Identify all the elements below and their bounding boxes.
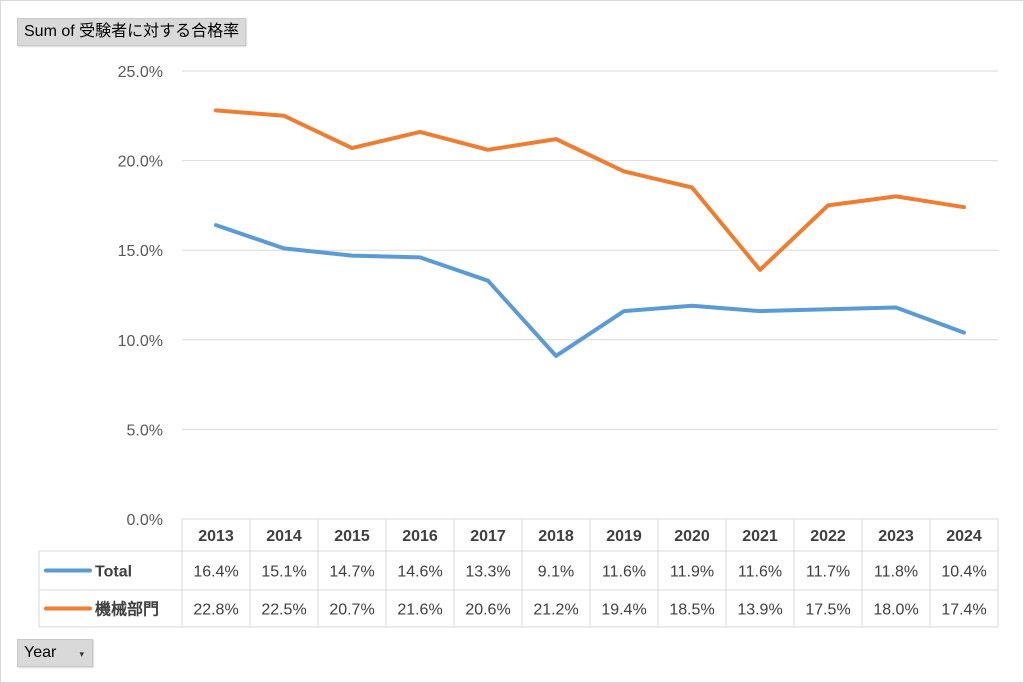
x-tick-label: 2016	[402, 528, 438, 545]
legend-label: Total	[95, 564, 132, 581]
data-label: 17.4%	[941, 602, 986, 619]
x-tick-label: 2014	[266, 528, 302, 545]
data-label: 21.2%	[533, 602, 578, 619]
data-label: 11.6%	[602, 564, 646, 581]
data-label: 11.9%	[670, 564, 714, 581]
data-label: 11.8%	[874, 564, 918, 581]
data-label: 11.6%	[738, 564, 782, 581]
y-tick-label: 0.0%	[127, 512, 163, 529]
data-label: 10.4%	[941, 564, 986, 581]
data-label: 14.6%	[397, 564, 442, 581]
x-tick-label: 2015	[334, 528, 370, 545]
y-tick-label: 15.0%	[118, 243, 163, 260]
data-label: 20.7%	[329, 602, 374, 619]
data-label: 21.6%	[397, 602, 442, 619]
y-tick-label: 5.0%	[127, 422, 163, 439]
data-label: 9.1%	[538, 564, 574, 581]
x-tick-label: 2024	[946, 528, 982, 545]
x-tick-label: 2018	[538, 528, 574, 545]
data-label: 13.3%	[465, 564, 510, 581]
data-label: 18.5%	[669, 602, 714, 619]
series-line	[214, 108, 966, 272]
x-tick-label: 2013	[198, 528, 234, 545]
x-tick-label: 2017	[470, 528, 506, 545]
y-tick-label: 10.0%	[118, 333, 163, 350]
axis-field-button[interactable]: Year ▾	[17, 639, 93, 667]
data-label: 17.5%	[805, 602, 850, 619]
data-label: 20.6%	[465, 602, 510, 619]
series-line	[214, 223, 966, 358]
x-tick-label: 2022	[810, 528, 846, 545]
y-tick-label: 25.0%	[118, 64, 163, 81]
data-label: 15.1%	[261, 564, 306, 581]
legend-label: 機械部門	[95, 600, 159, 619]
x-tick-label: 2019	[606, 528, 642, 545]
data-label: 14.7%	[329, 564, 374, 581]
x-tick-label: 2021	[742, 528, 778, 545]
x-tick-label: 2023	[878, 528, 914, 545]
data-label: 22.5%	[261, 602, 306, 619]
data-label: 18.0%	[873, 602, 918, 619]
axis-field-label: Year	[24, 644, 57, 661]
data-label: 16.4%	[193, 564, 238, 581]
y-tick-label: 20.0%	[118, 154, 163, 171]
data-label: 22.8%	[193, 602, 238, 619]
value-field-button[interactable]: Sum of 受験者に対する合格率	[17, 18, 247, 46]
data-label: 13.9%	[737, 602, 782, 619]
data-label: 19.4%	[601, 602, 646, 619]
x-tick-label: 2020	[674, 528, 710, 545]
dropdown-arrow-icon[interactable]: ▾	[79, 649, 84, 659]
data-label: 11.7%	[806, 564, 850, 581]
